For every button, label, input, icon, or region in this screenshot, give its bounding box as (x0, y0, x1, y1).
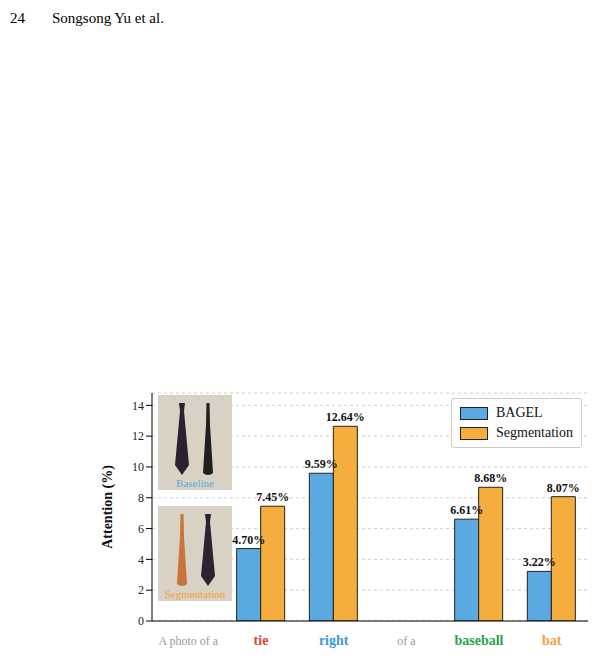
html-text:24: 24 (10, 10, 25, 26)
html-text:Segmentation: Segmentation (496, 425, 573, 440)
svg-text:6: 6 (138, 522, 144, 536)
svg-text:Attention (%): Attention (%) (100, 465, 116, 549)
svg-text:12: 12 (132, 429, 144, 443)
svg-text:2: 2 (138, 583, 144, 597)
svg-text:0: 0 (138, 614, 144, 628)
svg-text:A photo of a: A photo of a (158, 634, 218, 648)
svg-text:4: 4 (138, 553, 144, 567)
svg-text:12.64%: 12.64% (326, 410, 365, 424)
svg-text:8: 8 (138, 491, 144, 505)
html-text:BAGEL: BAGEL (496, 405, 543, 420)
svg-text:baseball: baseball (454, 633, 503, 648)
svg-text:7.45%: 7.45% (256, 490, 289, 504)
html-text:Segmentation: Segmentation (164, 588, 226, 600)
svg-text:tie: tie (254, 633, 269, 648)
svg-text:14: 14 (132, 399, 144, 413)
html-text:Baseline: Baseline (176, 477, 214, 489)
svg-text:6.61%: 6.61% (450, 503, 483, 517)
svg-text:9.59%: 9.59% (305, 457, 338, 471)
svg-text:4.70%: 4.70% (232, 533, 265, 547)
svg-text:right: right (319, 633, 349, 648)
svg-text:8.68%: 8.68% (474, 471, 507, 485)
svg-text:10: 10 (132, 460, 144, 474)
html-text:Songsong Yu et al.: Songsong Yu et al. (52, 10, 164, 26)
svg-text:8.07%: 8.07% (547, 481, 580, 495)
svg-text:3.22%: 3.22% (523, 555, 556, 569)
svg-text:bat: bat (542, 633, 562, 648)
svg-text:of a: of a (397, 634, 416, 648)
